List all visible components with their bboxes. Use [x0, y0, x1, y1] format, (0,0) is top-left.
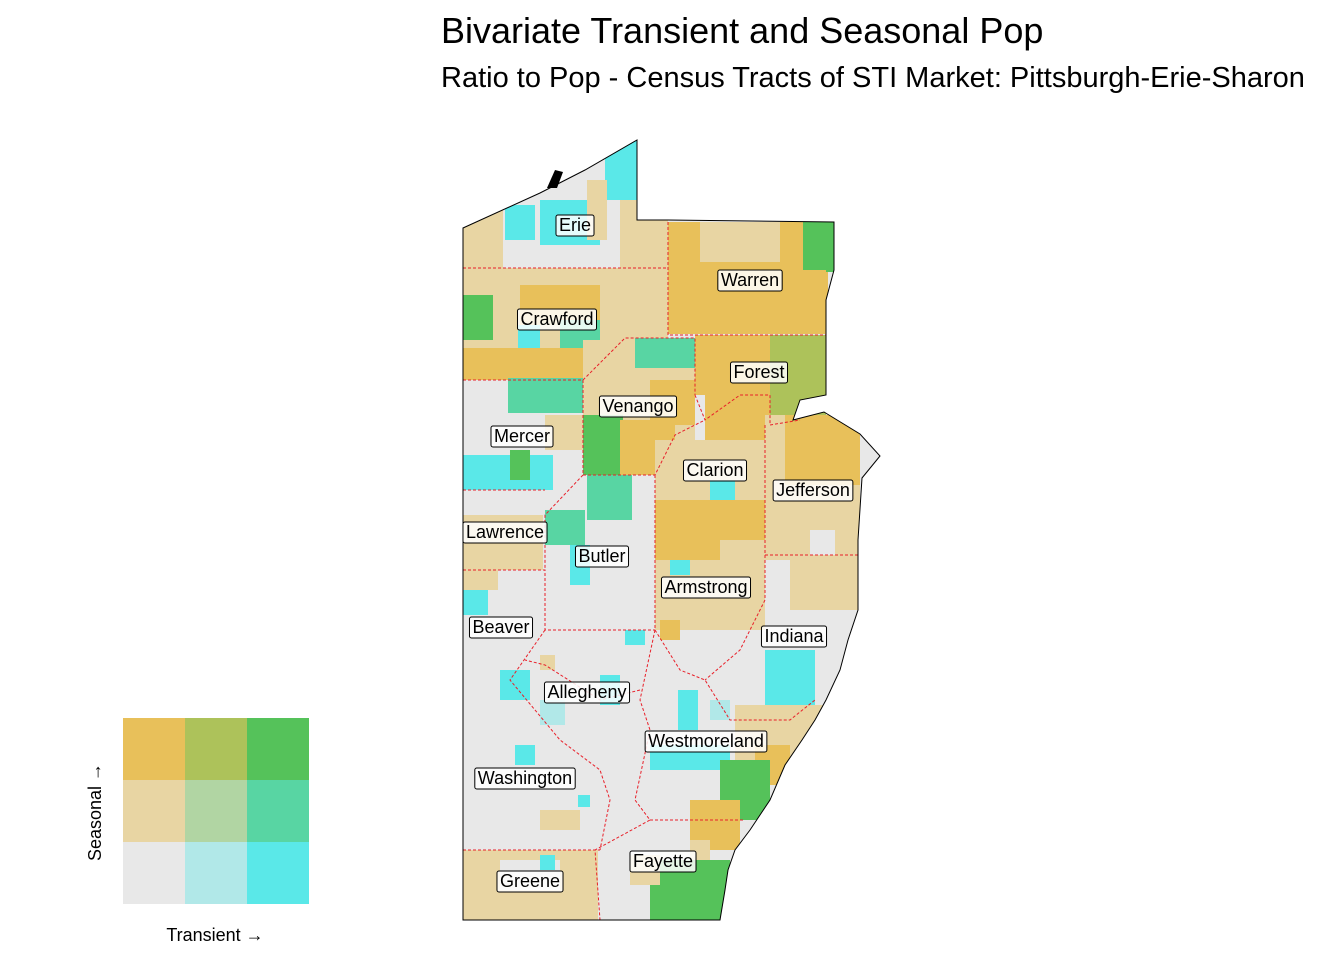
legend-y-label: Seasonal → — [85, 763, 105, 861]
svg-text:Indiana: Indiana — [764, 626, 824, 646]
county-label-butler: Butler — [574, 545, 630, 568]
county-label-indiana: Indiana — [760, 625, 828, 648]
svg-text:Greene: Greene — [500, 871, 560, 891]
county-label-westmoreland: Westmoreland — [644, 730, 768, 753]
svg-text:Butler: Butler — [578, 546, 625, 566]
county-label-crawford: Crawford — [516, 308, 598, 331]
legend-cell-2-2 — [247, 842, 309, 904]
svg-text:Crawford: Crawford — [520, 309, 593, 329]
legend-cell-1-1 — [185, 780, 247, 842]
svg-text:Erie: Erie — [559, 215, 591, 235]
legend-cell-1-0 — [123, 780, 185, 842]
county-label-beaver: Beaver — [468, 616, 534, 639]
presque-isle — [547, 170, 563, 188]
svg-text:Venango: Venango — [602, 396, 673, 416]
legend-cell-0-1 — [185, 718, 247, 780]
bivariate-legend — [123, 718, 309, 904]
svg-text:Allegheny: Allegheny — [547, 682, 626, 702]
svg-text:Washington: Washington — [478, 768, 572, 788]
county-label-armstrong: Armstrong — [660, 576, 752, 599]
svg-text:Forest: Forest — [733, 362, 784, 382]
svg-text:Fayette: Fayette — [633, 851, 693, 871]
svg-text:Lawrence: Lawrence — [466, 522, 544, 542]
svg-text:Jefferson: Jefferson — [776, 480, 850, 500]
map-title: Bivariate Transient and Seasonal Pop — [441, 10, 1044, 51]
legend-cell-2-1 — [185, 842, 247, 904]
legend-x-label: Transient → — [166, 925, 263, 945]
county-label-greene: Greene — [496, 870, 564, 893]
svg-text:Warren: Warren — [721, 270, 779, 290]
svg-text:Mercer: Mercer — [494, 426, 550, 446]
county-labels: Erie Warren Crawford Forest Venango Mercer Cla… — [462, 214, 854, 893]
county-label-washington: Washington — [474, 767, 576, 790]
svg-text:Clarion: Clarion — [686, 460, 743, 480]
svg-text:Westmoreland: Westmoreland — [648, 731, 764, 751]
legend-cell-2-0 — [123, 842, 185, 904]
legend-cell-0-2 — [247, 718, 309, 780]
county-label-erie: Erie — [555, 214, 595, 237]
county-label-forest: Forest — [729, 361, 789, 384]
county-label-jefferson: Jefferson — [772, 479, 854, 502]
legend-cell-1-2 — [247, 780, 309, 842]
county-label-lawrence: Lawrence — [462, 521, 548, 544]
legend-cell-0-0 — [123, 718, 185, 780]
county-label-mercer: Mercer — [490, 425, 554, 448]
svg-text:Armstrong: Armstrong — [664, 577, 747, 597]
county-label-allegheny: Allegheny — [543, 681, 631, 704]
county-label-venango: Venango — [598, 395, 678, 418]
county-label-fayette: Fayette — [629, 850, 697, 873]
county-label-warren: Warren — [717, 269, 783, 292]
svg-text:Beaver: Beaver — [472, 617, 529, 637]
map-subtitle: Ratio to Pop - Census Tracts of STI Mark… — [441, 62, 1305, 94]
county-label-clarion: Clarion — [682, 459, 748, 482]
